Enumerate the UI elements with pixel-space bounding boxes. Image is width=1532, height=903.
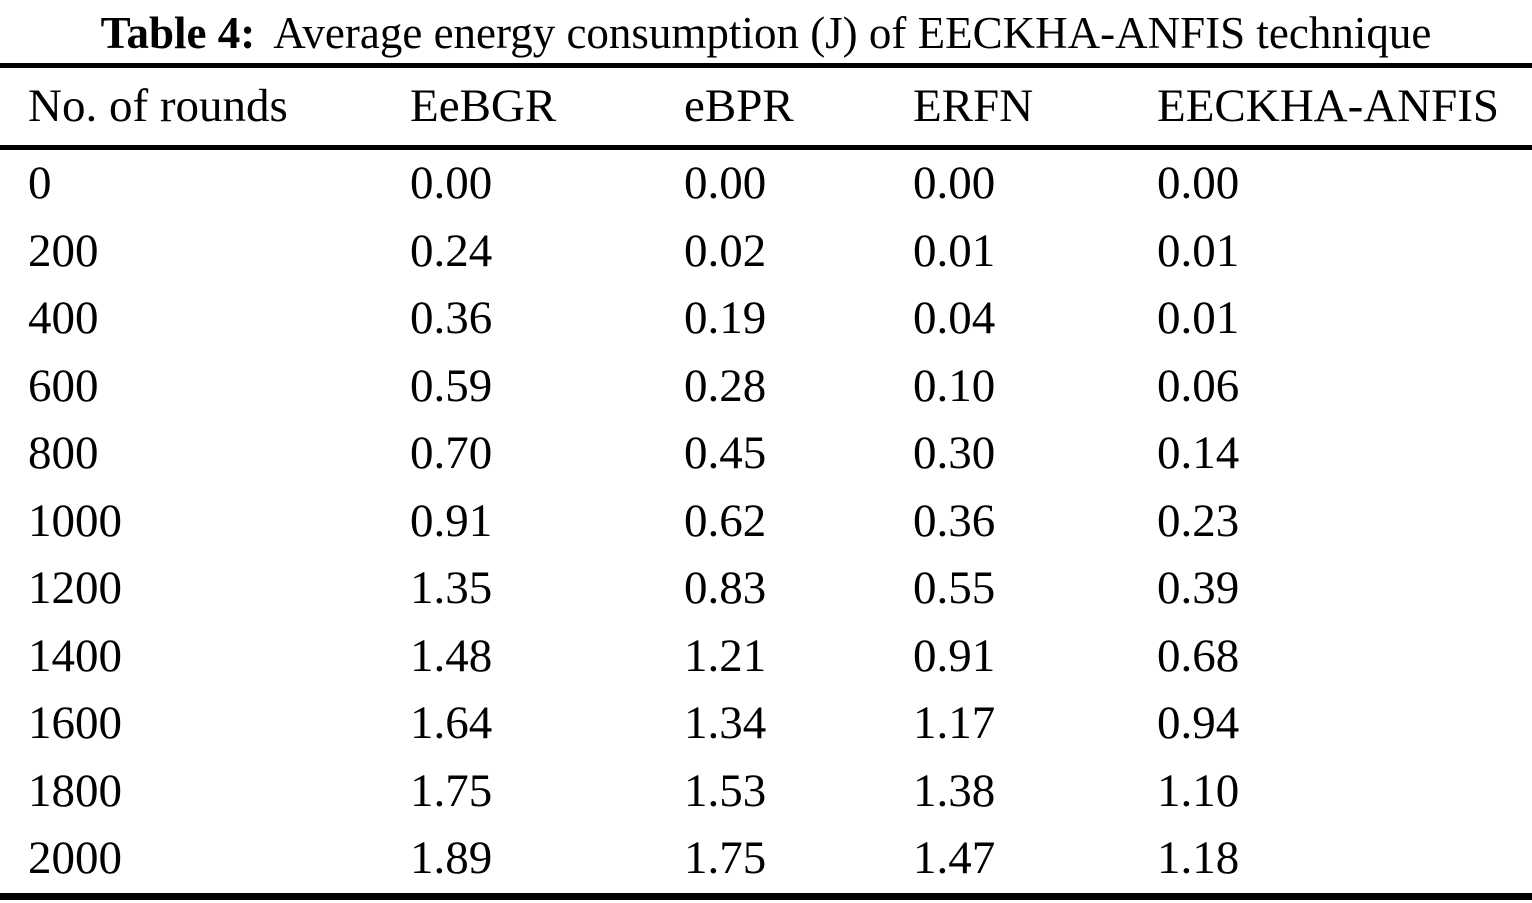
table-body: 0 0.00 0.00 0.00 0.00 200 0.24 0.02 0.01 0.01 400 0… — [0, 150, 1532, 893]
table-row: 200 0.24 0.02 0.01 0.01 — [0, 218, 1532, 286]
table-top-rule — [0, 63, 1532, 68]
table-cell: 0.39 — [1157, 562, 1240, 614]
table-header-row: No. of rounds EeBGR eBPR ERFN EECKHA-ANFIS — [0, 68, 1532, 145]
table-row: 0 0.00 0.00 0.00 0.00 — [0, 150, 1532, 218]
table-row: 1200 1.35 0.83 0.55 0.39 — [0, 555, 1532, 623]
table-cell: 1.47 — [913, 832, 996, 884]
table-cell: 1000 — [28, 494, 122, 547]
table-cell: 0.68 — [1157, 629, 1240, 682]
table-caption: Table 4: Average energy consumption (J) o… — [0, 0, 1532, 63]
table-cell: 1.17 — [913, 697, 996, 749]
table-cell: 1.75 — [684, 832, 767, 884]
table-row: 1800 1.75 1.53 1.38 1.10 — [0, 758, 1532, 826]
table-cell: 1.53 — [684, 764, 767, 817]
table-cell: 800 — [28, 427, 99, 479]
table-cell: 0.83 — [684, 562, 767, 614]
table-row: 800 0.70 0.45 0.30 0.14 — [0, 420, 1532, 488]
table-cell: 0.01 — [1157, 224, 1240, 277]
table-cell: 1200 — [28, 562, 122, 614]
table-cell: 0.24 — [410, 224, 493, 277]
column-header: eBPR — [684, 80, 794, 132]
table-cell: 0.00 — [410, 157, 493, 209]
table-row: 2000 1.89 1.75 1.47 1.18 — [0, 825, 1532, 893]
table-cell: 0.59 — [410, 359, 493, 412]
table-cell: 2000 — [28, 832, 122, 884]
table-cell: 1.10 — [1157, 764, 1240, 817]
table-cell: 0.14 — [1157, 427, 1240, 479]
table-cell: 0.36 — [913, 494, 996, 547]
table-cell: 0.30 — [913, 427, 996, 479]
table-row: 1400 1.48 1.21 0.91 0.68 — [0, 623, 1532, 691]
table-cell: 200 — [28, 224, 99, 277]
table-row: 1000 0.91 0.62 0.36 0.23 — [0, 488, 1532, 556]
table-cell: 1.38 — [913, 764, 996, 817]
table-cell: 0.91 — [913, 629, 996, 682]
table-cell: 0.06 — [1157, 359, 1240, 412]
table-cell: 0.10 — [913, 359, 996, 412]
table-cell: 0.00 — [684, 157, 767, 209]
table-header-rule — [0, 145, 1532, 150]
table-caption-label: Table 4: — [100, 8, 256, 58]
table-cell: 1.34 — [684, 697, 767, 749]
column-header: ERFN — [913, 80, 1034, 132]
table-cell: 600 — [28, 359, 99, 412]
table-cell: 1800 — [28, 764, 122, 817]
column-header: EeBGR — [410, 80, 557, 132]
table-cell: 0.36 — [410, 292, 493, 344]
table-cell: 0.28 — [684, 359, 767, 412]
table-cell: 1.48 — [410, 629, 493, 682]
table-cell: 0.00 — [913, 157, 996, 209]
column-header: No. of rounds — [28, 80, 288, 132]
table-row: 1600 1.64 1.34 1.17 0.94 — [0, 690, 1532, 758]
table-cell: 400 — [28, 292, 99, 344]
table-cell: 0.62 — [684, 494, 767, 547]
table-cell: 1.75 — [410, 764, 493, 817]
table-cell: 0.00 — [1157, 157, 1240, 209]
table-cell: 0.45 — [684, 427, 767, 479]
table-cell: 0.01 — [913, 224, 996, 277]
table-cell: 1.64 — [410, 697, 493, 749]
table-row: 400 0.36 0.19 0.04 0.01 — [0, 285, 1532, 353]
table-row: 600 0.59 0.28 0.10 0.06 — [0, 353, 1532, 421]
table-cell: 1.35 — [410, 562, 493, 614]
table-cell: 0.02 — [684, 224, 767, 277]
table-cell: 1600 — [28, 697, 122, 749]
table-bottom-rule — [0, 892, 1532, 900]
table-cell: 1400 — [28, 629, 122, 682]
table-cell: 0.23 — [1157, 494, 1240, 547]
table-cell: 1.18 — [1157, 832, 1240, 884]
table-cell: 0.04 — [913, 292, 996, 344]
table-cell: 0.91 — [410, 494, 493, 547]
table-cell: 0.94 — [1157, 697, 1240, 749]
table-cell: 0 — [28, 157, 52, 209]
table-cell: 0.55 — [913, 562, 996, 614]
table-caption-text: Average energy consumption (J) of EECKHA… — [273, 8, 1432, 58]
table-cell: 1.21 — [684, 629, 767, 682]
column-header: EECKHA-ANFIS — [1157, 80, 1500, 132]
table-cell: 0.01 — [1157, 292, 1240, 344]
table-cell: 0.70 — [410, 427, 493, 479]
table-cell: 1.89 — [410, 832, 493, 884]
table-cell: 0.19 — [684, 292, 767, 344]
